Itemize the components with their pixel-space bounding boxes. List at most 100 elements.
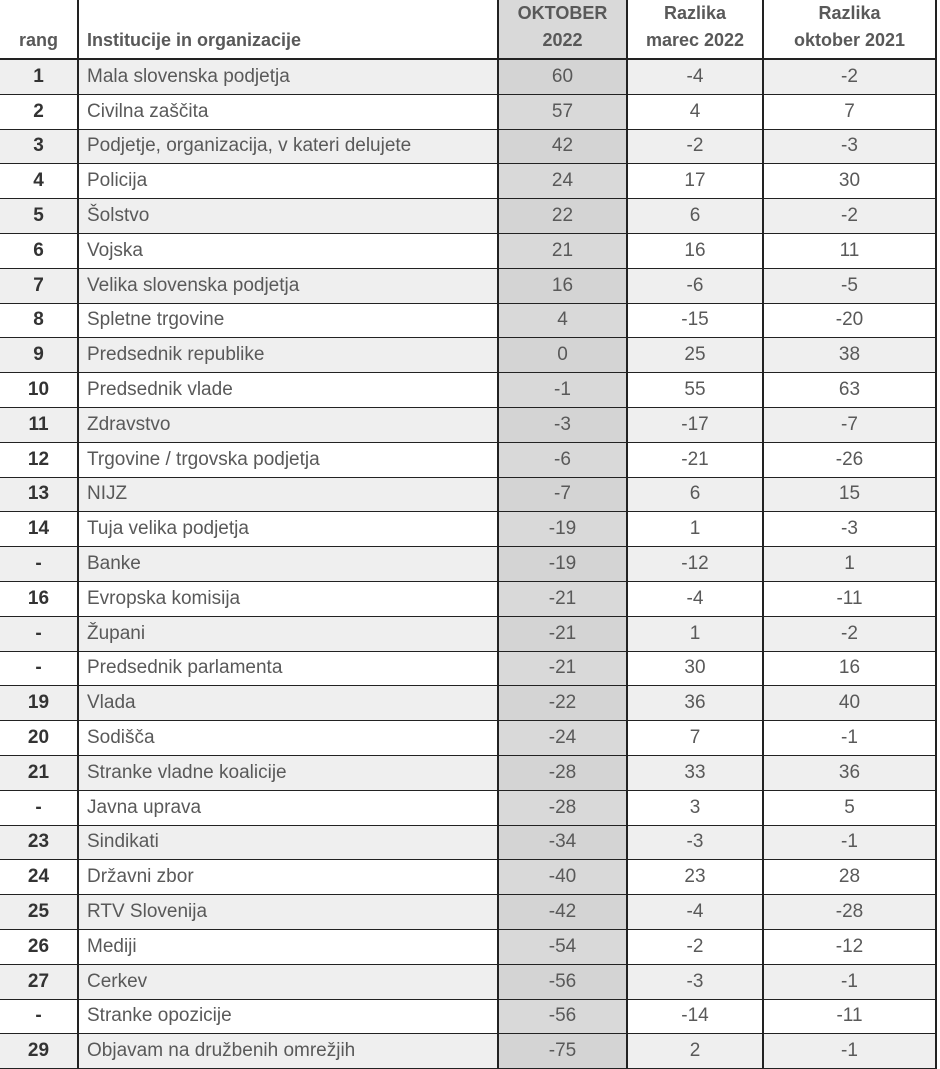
- header-okt2022-line1: OKTOBER: [517, 3, 608, 23]
- diff-mar2022-value: -2: [626, 928, 763, 965]
- header-name: Institucije in organizacije: [77, 0, 498, 60]
- diff-okt2021-value: 5: [762, 789, 937, 826]
- okt2022-value: -24: [497, 720, 627, 756]
- rank-cell: 14: [0, 511, 78, 548]
- diff-okt2021-value: -12: [762, 928, 937, 965]
- diff-mar2022-value: 25: [626, 337, 763, 373]
- diff-okt2021-value: -5: [762, 267, 937, 304]
- table-row: 1 Mala slovenska podjetja 60 -4 -2: [0, 58, 937, 95]
- rank-cell: 3: [0, 129, 78, 165]
- diff-mar2022-value: 36: [626, 685, 763, 721]
- institution-name: Vlada: [77, 685, 498, 721]
- diff-mar2022-value: 17: [626, 163, 763, 199]
- rank-cell: 12: [0, 442, 78, 478]
- table-row: 13 NIJZ -7 6 15: [0, 476, 937, 513]
- rank-cell: 13: [0, 477, 78, 513]
- okt2022-value: 0: [497, 337, 627, 373]
- diff-okt2021-value: -1: [762, 720, 937, 756]
- okt2022-value: 60: [497, 58, 627, 95]
- institution-name: Trgovine / trgovska podjetja: [77, 441, 498, 478]
- okt2022-value: 4: [497, 302, 627, 338]
- okt2022-value: 42: [497, 128, 627, 164]
- table-row: 26 Mediji -54 -2 -12: [0, 928, 937, 965]
- header-okt2022: OKTOBER 2022: [497, 0, 627, 60]
- rank-cell: 23: [0, 825, 78, 861]
- table-row: 12 Trgovine / trgovska podjetja -6 -21 -26: [0, 441, 937, 478]
- diff-mar2022-value: 33: [626, 754, 763, 791]
- institution-name: Predsednik republike: [77, 337, 498, 373]
- diff-okt2021-value: -2: [762, 198, 937, 234]
- diff-mar2022-value: 1: [626, 615, 763, 652]
- institution-name: Sindikati: [77, 824, 498, 860]
- diff-mar2022-value: 16: [626, 232, 763, 269]
- okt2022-value: 22: [497, 198, 627, 234]
- okt2022-value: -19: [497, 546, 627, 582]
- header-diff-okt2021: Razlika oktober 2021: [762, 0, 937, 60]
- rank-cell: 11: [0, 407, 78, 443]
- diff-okt2021-value: -1: [762, 824, 937, 860]
- diff-okt2021-value: -11: [762, 998, 937, 1034]
- okt2022-value: 21: [497, 232, 627, 269]
- rank-cell: 4: [0, 163, 78, 200]
- diff-okt2021-value: -2: [762, 615, 937, 652]
- rank-cell: 10: [0, 372, 78, 408]
- diff-mar2022-value: -14: [626, 998, 763, 1034]
- institution-name: Državni zbor: [77, 859, 498, 895]
- institution-name: Stranke vladne koalicije: [77, 754, 498, 791]
- table-row: 6 Vojska 21 16 11: [0, 232, 937, 269]
- institution-name: Zdravstvo: [77, 406, 498, 443]
- okt2022-value: -28: [497, 789, 627, 826]
- rank-cell: 1: [0, 59, 78, 95]
- institution-name: Šolstvo: [77, 198, 498, 234]
- diff-mar2022-value: 4: [626, 93, 763, 130]
- table-row: - Predsednik parlamenta -21 30 16: [0, 650, 937, 687]
- table-row: 10 Predsednik vlade -1 55 63: [0, 372, 937, 408]
- rank-cell: -: [0, 999, 78, 1035]
- okt2022-value: -7: [497, 476, 627, 512]
- institution-name: Civilna zaščita: [77, 93, 498, 130]
- table-row: - Javna uprava -28 3 5: [0, 789, 937, 826]
- okt2022-value: -54: [497, 928, 627, 965]
- rank-cell: 5: [0, 198, 78, 234]
- okt2022-value: -40: [497, 859, 627, 895]
- diff-okt2021-value: -26: [762, 441, 937, 478]
- diff-okt2021-value: 16: [762, 650, 937, 686]
- okt2022-value: -21: [497, 615, 627, 652]
- table-row: 14 Tuja velika podjetja -19 1 -3: [0, 511, 937, 548]
- rank-cell: 8: [0, 303, 78, 339]
- institution-name: Objavam na družbenih omrežjih: [77, 1033, 498, 1069]
- okt2022-value: 16: [497, 267, 627, 304]
- okt2022-value: -6: [497, 441, 627, 478]
- institution-name: Velika slovenska podjetja: [77, 267, 498, 304]
- table-row: 7 Velika slovenska podjetja 16 -6 -5: [0, 267, 937, 304]
- okt2022-value: -19: [497, 511, 627, 547]
- table-row: - Stranke opozicije -56 -14 -11: [0, 998, 937, 1035]
- table-row: 9 Predsednik republike 0 25 38: [0, 337, 937, 374]
- institution-name: Podjetje, organizacija, v kateri delujet…: [77, 128, 498, 164]
- table-row: 8 Spletne trgovine 4 -15 -20: [0, 302, 937, 339]
- rank-cell: -: [0, 546, 78, 582]
- rank-cell: 20: [0, 720, 78, 756]
- diff-mar2022-value: 7: [626, 720, 763, 756]
- okt2022-value: -56: [497, 963, 627, 1000]
- okt2022-value: -56: [497, 998, 627, 1034]
- table-row: - Župani -21 1 -2: [0, 615, 937, 652]
- diff-mar2022-value: 23: [626, 859, 763, 895]
- diff-mar2022-value: 6: [626, 476, 763, 512]
- okt2022-value: -28: [497, 754, 627, 791]
- table-row: 29 Objavam na družbenih omrežjih -75 2 -1: [0, 1033, 937, 1069]
- diff-okt2021-value: 63: [762, 372, 937, 408]
- institution-name: Mediji: [77, 928, 498, 965]
- institution-name: RTV Slovenija: [77, 894, 498, 930]
- institution-name: Predsednik vlade: [77, 372, 498, 408]
- diff-okt2021-value: -3: [762, 511, 937, 547]
- institution-name: Stranke opozicije: [77, 998, 498, 1034]
- diff-mar2022-value: -4: [626, 894, 763, 930]
- institution-name: Javna uprava: [77, 789, 498, 826]
- table-row: 27 Cerkev -56 -3 -1: [0, 963, 937, 1000]
- diff-okt2021-value: 28: [762, 859, 937, 895]
- diff-okt2021-value: -3: [762, 128, 937, 164]
- diff-okt2021-value: 11: [762, 232, 937, 269]
- institution-name: Vojska: [77, 232, 498, 269]
